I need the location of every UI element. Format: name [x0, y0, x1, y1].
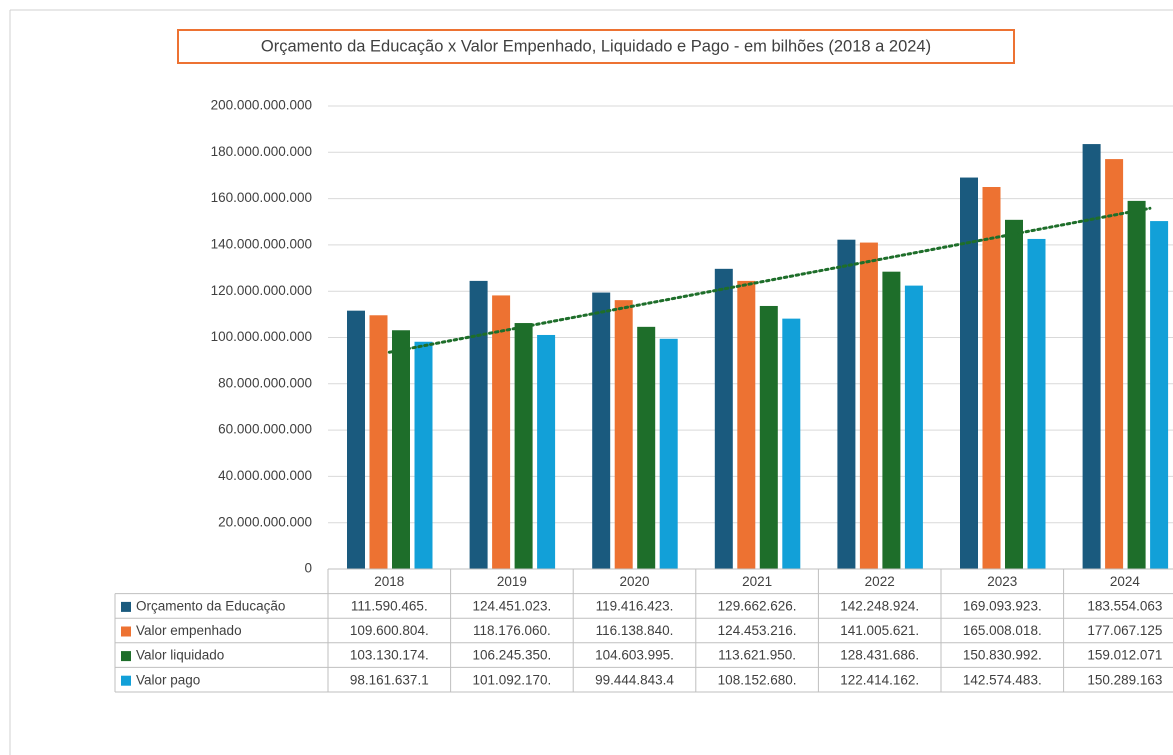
bar: [347, 310, 365, 569]
legend-swatch: [121, 601, 131, 612]
bar: [1082, 144, 1101, 570]
table-value: 122.414.162.: [840, 672, 919, 687]
bar: [614, 300, 633, 569]
bar: [737, 280, 756, 569]
bar: [1127, 200, 1146, 569]
bar: [1005, 219, 1023, 570]
table-value: 106.245.350.: [472, 648, 551, 663]
y-tick-label: 200.000.000.000: [211, 98, 312, 113]
y-tick-label: 20.000.000.000: [218, 514, 312, 529]
y-tick-label: 180.000.000.000: [211, 144, 312, 159]
table-value: 183.554.063: [1087, 598, 1162, 613]
title-box: [177, 29, 1015, 64]
table-value: 109.600.804.: [350, 623, 429, 638]
y-tick-label: 60.000.000.000: [218, 422, 312, 437]
table-value: 169.093.923.: [963, 598, 1042, 613]
table-value: 128.431.686.: [840, 648, 919, 663]
table-value: 113.621.950.: [718, 648, 796, 663]
bar: [1150, 221, 1169, 570]
y-tick-label: 140.000.000.000: [211, 236, 312, 251]
table-value: 159.012.071: [1087, 648, 1162, 663]
x-tick-label: 2024: [1110, 574, 1141, 589]
table-value: 141.005.621.: [840, 623, 919, 638]
bar: [1027, 238, 1046, 570]
table-value: 165.008.018.: [963, 623, 1042, 638]
x-tick-label: 2018: [374, 574, 404, 589]
bar: [392, 330, 410, 569]
bar: [414, 341, 433, 569]
table-value: 111.590.465.: [351, 598, 428, 613]
chart-title: Orçamento da Educação x Valor Empenhado,…: [261, 37, 931, 55]
table-value: 101.092.170.: [472, 672, 551, 687]
bar: [592, 292, 611, 569]
legend-label: Valor liquidado: [136, 648, 224, 663]
legend-label: Valor empenhado: [136, 623, 242, 638]
bar: [492, 295, 511, 569]
table-value: 103.130.174.: [350, 648, 429, 663]
bar: [960, 177, 978, 570]
bar: [714, 268, 733, 569]
table-value: 150.830.992.: [963, 648, 1042, 663]
table-value: 142.574.483.: [963, 672, 1042, 687]
table-value: 116.138.840.: [596, 623, 674, 638]
table-value: 99.444.843.4: [595, 672, 674, 687]
legend-label: Valor pago: [136, 672, 200, 687]
x-tick-label: 2021: [742, 574, 772, 589]
bar: [859, 242, 878, 569]
bar: [469, 280, 488, 569]
y-tick-label: 100.000.000.000: [211, 329, 312, 344]
table-value: 142.248.924.: [840, 598, 919, 613]
legend-swatch: [121, 626, 131, 637]
x-tick-label: 2020: [619, 574, 649, 589]
x-tick-label: 2023: [987, 574, 1017, 589]
table-value: 118.176.060.: [473, 623, 551, 638]
table-value: 129.662.626.: [718, 598, 797, 613]
bar: [882, 271, 901, 569]
bar: [982, 187, 1001, 569]
bar: [514, 323, 533, 569]
bar: [1105, 159, 1124, 569]
bar: [659, 338, 678, 569]
table-value: 98.161.637.1: [350, 672, 429, 687]
bar: [637, 326, 656, 569]
y-tick-label: 120.000.000.000: [211, 283, 312, 298]
bar: [369, 315, 388, 569]
table-value: 104.603.995.: [595, 648, 674, 663]
trendline: [387, 206, 1152, 354]
legend-label: Orçamento da Educação: [136, 598, 285, 613]
bar: [537, 334, 556, 569]
table-value: 150.289.163: [1087, 672, 1162, 687]
y-tick-label: 80.000.000.000: [218, 375, 312, 390]
table-value: 124.453.216.: [718, 623, 797, 638]
bar: [759, 305, 778, 569]
x-tick-label: 2019: [497, 574, 527, 589]
bar: [904, 285, 923, 569]
table-value: 119.416.423.: [596, 598, 674, 613]
bar: [782, 318, 801, 569]
table-value: 124.451.023.: [472, 598, 551, 613]
legend-swatch: [121, 675, 131, 686]
table-value: 108.152.680.: [718, 672, 797, 687]
y-tick-label: 40.000.000.000: [218, 468, 312, 483]
table-value: 177.067.125: [1087, 623, 1162, 638]
y-tick-label: 160.000.000.000: [211, 190, 312, 205]
y-tick-label: 0: [304, 561, 312, 576]
legend-swatch: [121, 651, 131, 662]
x-tick-label: 2022: [865, 574, 895, 589]
bar: [837, 239, 856, 570]
